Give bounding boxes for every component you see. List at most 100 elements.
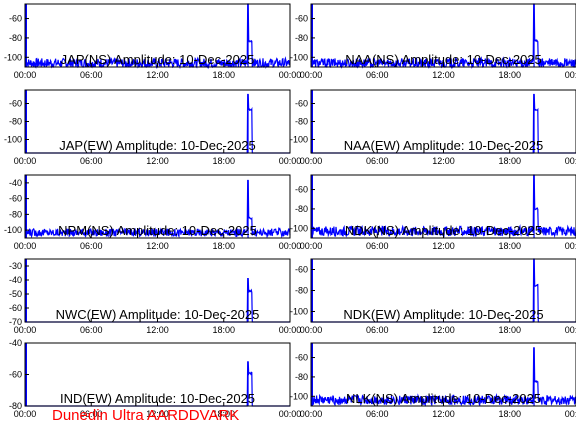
panel-title: JAP(NS) Amplitude: 10-Dec-2025: [61, 52, 255, 67]
x-tick-label: 00:00: [565, 241, 576, 251]
x-tick-label: 12:00: [432, 70, 455, 80]
panel-title: NDK(NS) Amplitude: 10-Dec-2025: [345, 223, 542, 238]
trace-start-bar: [25, 259, 27, 322]
x-tick-label: 12:00: [146, 409, 169, 419]
y-tick-label: -100: [290, 391, 308, 401]
panel-9: 00:00 06:00 12:00 18:00 00:00-80-60-40IND(EW…: [9, 338, 301, 419]
y-tick-label: -40: [9, 275, 22, 285]
y-tick-label: -60: [9, 14, 22, 24]
y-tick-label: -50: [9, 289, 22, 299]
x-tick-label: 18:00: [498, 241, 521, 251]
panel-5: 00:00 06:00 12:00 18:00 00:00 -100 -80 -60 -40 NP…: [4, 174, 302, 251]
x-tick-label: 18:00: [498, 156, 521, 166]
x-tick-label: 00:00: [279, 156, 302, 166]
panel-7: 00:00 06:00 12:00 18:00 00:00-70-60-50-40-30…: [9, 258, 301, 335]
x-tick-label: 00:00: [300, 325, 323, 335]
footer-caption: Dunedin Ultra AARDDVARK: [52, 407, 240, 424]
panel-10: 00:00 06:00 12:00 18:00 00:00 -100 -80 -60 NLK(N…: [290, 342, 576, 419]
x-tick-label: 06:00: [80, 156, 103, 166]
y-tick-label: -80: [295, 204, 308, 214]
trace-start-bar: [311, 175, 313, 238]
trace-start-bar: [25, 4, 27, 67]
y-tick-label: -70: [9, 317, 22, 327]
y-tick-label: -100: [290, 135, 308, 145]
x-tick-label: 18:00: [498, 409, 521, 419]
x-tick-label: 18:00: [212, 241, 235, 251]
y-tick-label: -80: [295, 33, 308, 43]
panel-title: NPM(NS) Amplitude: 10-Dec-2025: [58, 223, 257, 238]
x-tick-label: 12:00: [432, 325, 455, 335]
y-tick-label: -60: [295, 185, 308, 195]
panel-3: 00:00 06:00 12:00 18:00 00:00 -100 -80 -60 JAP(E…: [4, 89, 302, 166]
x-tick-label: 12:00: [432, 409, 455, 419]
x-tick-label: 12:00: [146, 325, 169, 335]
trace-start-bar: [25, 175, 27, 238]
panel-title: NLK(NS) Amplitude: 10-Dec-2025: [346, 391, 541, 406]
x-tick-label: 12:00: [432, 156, 455, 166]
x-tick-label: 00:00: [565, 70, 576, 80]
x-tick-label: 06:00: [366, 156, 389, 166]
panel-6: 00:00 06:00 12:00 18:00 00:00 -100 -80 -60 NDK(N…: [290, 174, 576, 251]
panel-title: NWC(EW) Amplitude: 10-Dec-2025: [56, 307, 260, 322]
x-tick-label: 00:00: [279, 70, 302, 80]
panel-title: NAA(NS) Amplitude: 10-Dec-2025: [345, 52, 542, 67]
y-tick-label: -100: [4, 225, 22, 235]
panel-1: 00:00 06:00 12:00 18:00 00:00 -100 -80 -60 JAP(N…: [4, 3, 302, 80]
x-tick-label: 18:00: [212, 156, 235, 166]
y-tick-label: -80: [9, 33, 22, 43]
x-tick-label: 12:00: [432, 241, 455, 251]
panel-title: JAP(EW) Amplitude: 10-Dec-2025: [59, 138, 256, 153]
x-tick-label: 00:00: [14, 325, 37, 335]
panel-8: 00:00 06:00 12:00 18:00 00:00 -100 -80 -60 NDK(E…: [290, 258, 576, 335]
panel-2: 00:00 06:00 12:00 18:00 00:00 -100 -80 -60 NAA(N…: [290, 3, 576, 80]
x-tick-label: 18:00: [212, 325, 235, 335]
y-tick-label: -80: [9, 117, 22, 127]
panel-4: 00:00 06:00 12:00 18:00 00:00 -100 -80 -60 NAA(E…: [290, 89, 576, 166]
y-tick-label: -100: [290, 52, 308, 62]
y-tick-label: -60: [295, 99, 308, 109]
y-tick-label: -40: [9, 338, 22, 348]
x-tick-label: 06:00: [80, 409, 103, 419]
x-tick-label: 18:00: [212, 409, 235, 419]
x-tick-label: 06:00: [80, 70, 103, 80]
x-tick-label: 00:00: [300, 70, 323, 80]
y-tick-label: -60: [295, 265, 308, 275]
x-tick-label: 06:00: [80, 325, 103, 335]
x-tick-label: 00:00: [14, 241, 37, 251]
y-tick-label: -60: [9, 194, 22, 204]
x-tick-label: 00:00: [279, 409, 302, 419]
y-tick-label: -80: [9, 401, 22, 411]
x-tick-label: 12:00: [146, 156, 169, 166]
y-tick-label: -60: [9, 303, 22, 313]
x-tick-label: 06:00: [366, 409, 389, 419]
x-tick-label: 06:00: [366, 325, 389, 335]
y-tick-label: -60: [295, 353, 308, 363]
x-tick-label: 12:00: [146, 70, 169, 80]
x-tick-label: 00:00: [14, 156, 37, 166]
panel-title: IND(EW) Amplitude: 10-Dec-2025: [60, 391, 255, 406]
y-tick-label: -60: [9, 99, 22, 109]
x-tick-label: 00:00: [279, 241, 302, 251]
y-tick-label: -100: [4, 52, 22, 62]
x-tick-label: 00:00: [565, 156, 576, 166]
y-tick-label: -60: [9, 370, 22, 380]
x-tick-label: 00:00: [14, 70, 37, 80]
y-tick-label: -100: [290, 307, 308, 317]
y-tick-label: -100: [290, 223, 308, 233]
x-tick-label: 00:00: [300, 156, 323, 166]
y-tick-label: -80: [295, 117, 308, 127]
panel-title: NDK(EW) Amplitude: 10-Dec-2025: [343, 307, 543, 322]
y-tick-label: -80: [295, 372, 308, 382]
y-tick-label: -80: [9, 209, 22, 219]
trace-start-bar: [311, 4, 313, 67]
x-tick-label: 18:00: [498, 70, 521, 80]
x-tick-label: 06:00: [80, 241, 103, 251]
y-tick-label: -30: [9, 261, 22, 271]
x-tick-label: 00:00: [565, 325, 576, 335]
panel-title: NAA(EW) Amplitude: 10-Dec-2025: [344, 138, 543, 153]
trace-start-bar: [311, 343, 313, 406]
x-tick-label: 18:00: [212, 70, 235, 80]
x-tick-label: 00:00: [565, 409, 576, 419]
y-tick-label: -100: [4, 135, 22, 145]
